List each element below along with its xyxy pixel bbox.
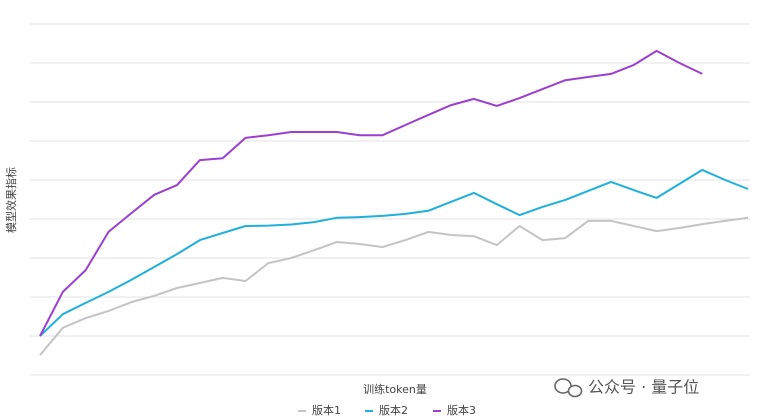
series-line (39, 216, 749, 356)
watermark: 公众号 · 量子位 (554, 378, 699, 398)
legend-item: 版本3 (433, 403, 476, 417)
series-line (39, 168, 749, 337)
watermark-icon (567, 384, 583, 398)
legend-label: 版本3 (447, 403, 476, 417)
watermark-text: 公众号 · 量子位 (588, 378, 699, 397)
x-axis-label: 训练token量 (363, 382, 427, 396)
series-line (39, 49, 703, 337)
legend-label: 版本1 (312, 403, 341, 417)
legend-item: 版本1 (298, 403, 341, 417)
legend-item: 版本2 (365, 403, 408, 417)
legend-label: 版本2 (379, 403, 408, 417)
y-axis-label: 模型效果指标 (4, 167, 18, 233)
